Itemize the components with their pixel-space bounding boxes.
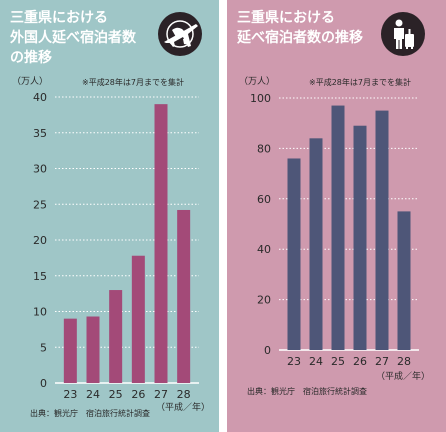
left-y-tick-label: 15 <box>33 270 47 283</box>
left-x-tick-label: 27 <box>154 388 168 401</box>
foreign-guests-panel: 三重県における 外国人延べ宿泊者数 の推移 （万人） ※平成28年は7月までを集… <box>0 0 219 432</box>
left-bar-24 <box>86 316 100 383</box>
left-bar-27 <box>154 104 168 384</box>
right-bar-27 <box>375 110 389 350</box>
left-y-tick-label: 30 <box>33 163 47 176</box>
right-x-tick-label: 25 <box>331 355 345 368</box>
left-y-tick-label: 10 <box>33 306 47 319</box>
total-guests-panel: 三重県における 延べ宿泊者数の推移 （万人） ※平成28年は7月までを集計 0 2… <box>227 0 446 432</box>
traveler-with-suitcase-icon <box>381 12 425 56</box>
left-y-unit-label: （万人） <box>12 77 49 87</box>
right-x-axis-label: （平成／年） <box>376 370 430 382</box>
right-bar-26 <box>353 125 367 350</box>
left-y-tick-label: 40 <box>33 91 47 104</box>
left-x-tick-label: 24 <box>86 388 100 401</box>
right-y-tick-label: 60 <box>257 193 271 206</box>
left-note: ※平成28年は7月までを集計 <box>82 78 184 87</box>
left-y-tick-label: 5 <box>40 341 47 354</box>
right-y-tick-label: 40 <box>257 243 271 256</box>
right-bar-28 <box>397 211 411 350</box>
right-y-tick-label: 80 <box>257 142 271 155</box>
right-x-tick-label: 26 <box>353 355 367 368</box>
left-y-tick-label: 20 <box>33 234 47 247</box>
left-y-tick-label: 0 <box>40 377 47 390</box>
right-bar-24 <box>309 138 323 350</box>
right-y-tick-label: 100 <box>250 92 271 105</box>
right-chart-title: 三重県における 延べ宿泊者数の推移 <box>237 10 363 46</box>
right-x-tick-label: 23 <box>287 355 301 368</box>
left-bar-25 <box>109 290 123 383</box>
right-source: 出典：観光庁 宿泊旅行統計調査 <box>247 387 367 396</box>
left-bar-23 <box>63 318 77 383</box>
left-x-tick-label: 23 <box>63 388 77 401</box>
right-bar-25 <box>331 105 345 350</box>
left-y-tick-label: 25 <box>33 198 47 211</box>
left-bar-26 <box>131 255 145 383</box>
left-bar-28 <box>177 209 191 383</box>
left-x-axis-label: （平成／年） <box>156 401 210 413</box>
right-x-tick-label: 28 <box>397 355 411 368</box>
left-y-tick-label: 35 <box>33 127 47 140</box>
right-x-tick-label: 27 <box>375 355 389 368</box>
left-x-tick-label: 28 <box>177 388 191 401</box>
right-y-unit-label: （万人） <box>239 77 276 87</box>
right-bar-23 <box>287 158 301 350</box>
right-y-tick-label: 20 <box>257 294 271 307</box>
airplane-globe-icon <box>158 12 202 56</box>
left-chart-title: 三重県における 外国人延べ宿泊者数 の推移 <box>10 10 136 66</box>
left-x-tick-label: 26 <box>131 388 145 401</box>
foreign-guests-bar-chart: 0 5 10 15 20 25 30 35 40 23 24 25 26 27 28（平成／年） <box>33 91 210 413</box>
right-x-tick-label: 24 <box>309 355 323 368</box>
right-note: ※平成28年は7月までを集計 <box>309 78 411 87</box>
right-y-tick-label: 0 <box>264 344 271 357</box>
left-x-tick-label: 25 <box>109 388 123 401</box>
total-guests-bar-chart: 0 20 40 60 80 100 23 24 25 26 27 28 （平成／年） <box>250 92 430 382</box>
left-source: 出典：観光庁 宿泊旅行統計調査 <box>30 409 150 418</box>
